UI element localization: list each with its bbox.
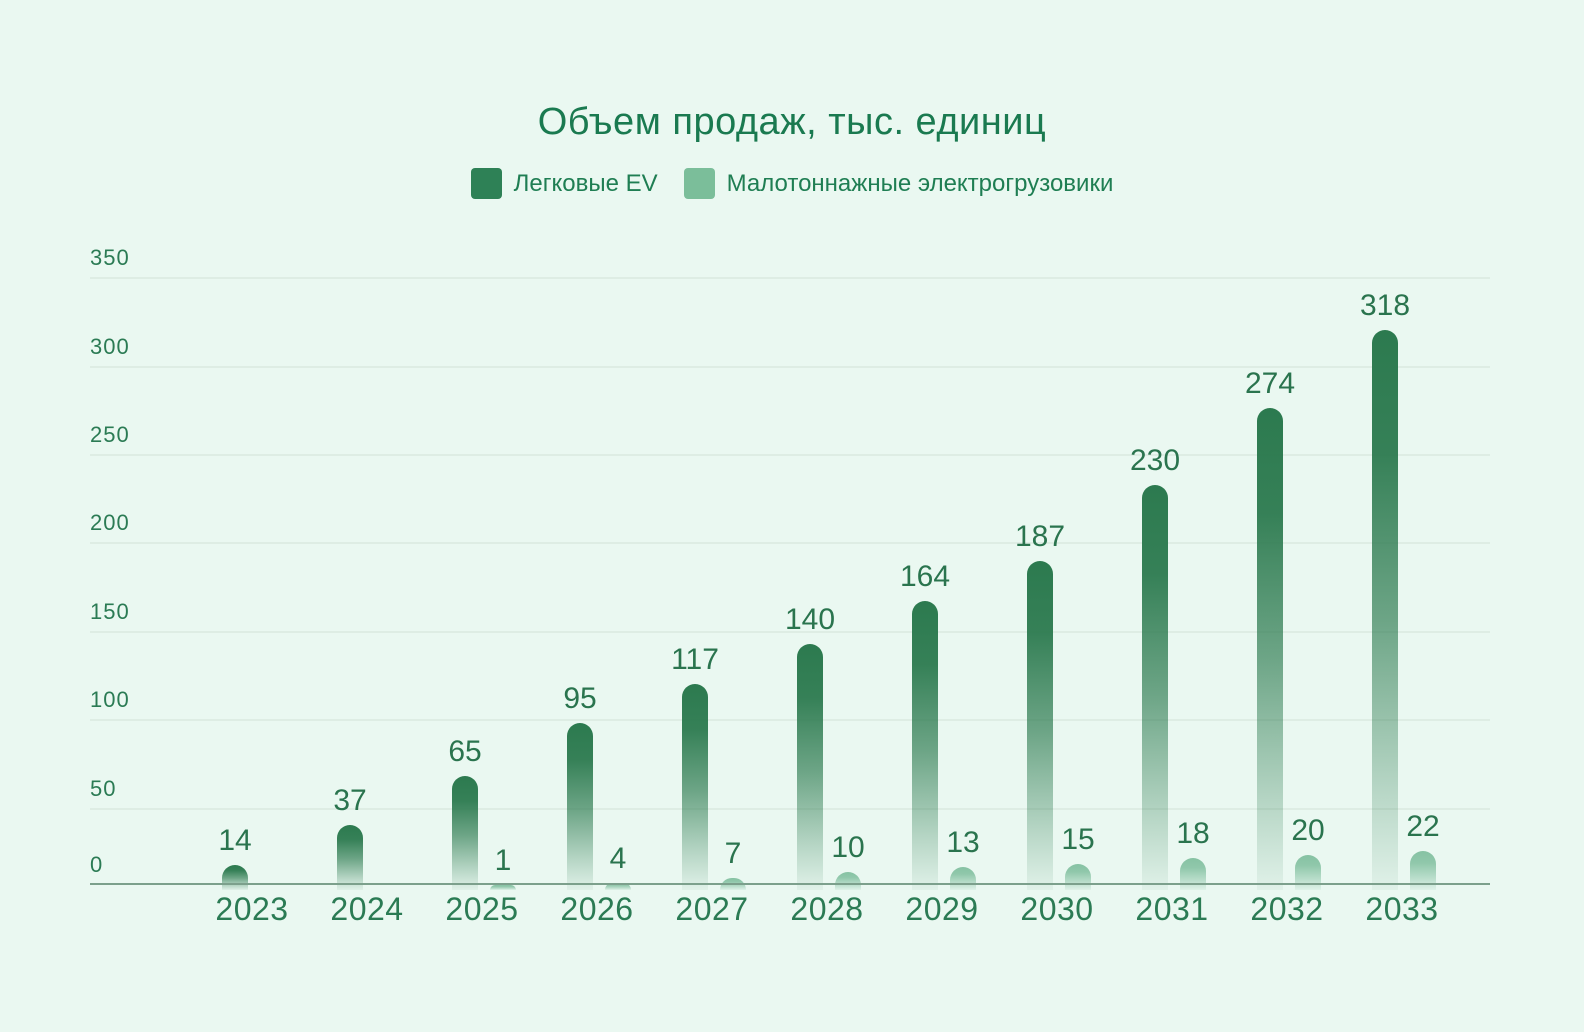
x-axis-label-2029: 2029: [905, 891, 979, 927]
value-label-series1-2032: 274: [1244, 366, 1296, 400]
x-axis-label-2024: 2024: [330, 891, 404, 927]
x-axis-label-2023: 2023: [215, 891, 289, 927]
legend-item-passenger-ev: Легковые EV: [470, 168, 658, 199]
y-axis-label-350: 350: [90, 245, 130, 271]
y-axis-label-250: 250: [90, 422, 130, 447]
bar-series2-2030: [1065, 863, 1091, 890]
bar-series2-2026: [605, 882, 631, 890]
legend-item-electric-trucks: Малотоннажные электрогрузовики: [683, 168, 1114, 199]
x-axis-line: [90, 883, 1490, 885]
gridline-150: [90, 630, 1490, 633]
value-label-series2-2027: 7: [724, 836, 742, 870]
value-label-series2-2032: 20: [1291, 813, 1325, 847]
gridline-200: [90, 542, 1490, 545]
value-label-series1-2024: 37: [333, 783, 367, 817]
bar-series2-2029: [950, 867, 976, 890]
bar-series1-2030: [1027, 560, 1053, 890]
legend-swatch-passenger-ev: [470, 168, 502, 199]
bar-series1-2027: [682, 684, 708, 890]
chart-legend: Легковые EV Малотоннажные электрогрузови…: [0, 168, 1584, 199]
y-axis-label-150: 150: [90, 598, 130, 624]
value-label-series1-2023: 14: [218, 824, 252, 858]
gridline-50: [90, 807, 1490, 810]
x-axis-label-2028: 2028: [790, 891, 864, 927]
value-label-series1-2026: 95: [563, 681, 597, 715]
y-axis-label-100: 100: [90, 687, 130, 713]
bar-series1-2033: [1372, 330, 1398, 890]
value-label-series2-2033: 22: [1406, 810, 1440, 844]
value-label-series1-2028: 140: [784, 602, 836, 636]
value-label-series1-2025: 65: [448, 734, 482, 768]
x-axis-label-2032: 2032: [1250, 891, 1324, 927]
bar-series1-2028: [797, 643, 823, 890]
bar-series1-2032: [1257, 407, 1283, 890]
value-label-series2-2030: 15: [1061, 822, 1095, 856]
y-axis-label-50: 50: [90, 775, 117, 801]
value-label-series1-2030: 187: [1014, 519, 1066, 553]
value-label-series1-2029: 164: [899, 560, 951, 594]
value-label-series2-2031: 18: [1176, 817, 1210, 851]
gridline-100: [90, 719, 1490, 722]
value-label-series1-2027: 117: [671, 643, 719, 677]
y-axis-label-300: 300: [90, 333, 130, 359]
value-label-series1-2033: 318: [1359, 289, 1411, 323]
bar-series1-2025: [452, 775, 478, 890]
x-axis-label-2030: 2030: [1020, 891, 1094, 927]
x-axis-label-2033: 2033: [1365, 891, 1439, 927]
bar-series1-2023: [222, 865, 248, 890]
bar-series1-2031: [1142, 485, 1168, 890]
bar-series2-2031: [1180, 858, 1206, 890]
gridline-350: [90, 277, 1490, 280]
bar-series1-2029: [912, 601, 938, 890]
value-label-series2-2026: 4: [609, 841, 627, 875]
legend-swatch-electric-trucks: [683, 168, 715, 199]
legend-label-passenger-ev: Легковые EV: [513, 170, 658, 197]
y-axis-label-0: 0: [90, 852, 104, 877]
gridline-300: [90, 365, 1490, 368]
value-label-series2-2028: 10: [831, 831, 865, 865]
legend-label-electric-trucks: Малотоннажные электрогрузовики: [726, 170, 1114, 197]
bar-series1-2026: [567, 722, 593, 890]
bar-series2-2028: [835, 872, 861, 890]
gridline-250: [90, 454, 1490, 456]
x-axis-label-2025: 2025: [445, 891, 519, 927]
bar-series2-2025: [490, 885, 516, 890]
value-label-series2-2029: 13: [946, 826, 980, 860]
bar-series1-2024: [337, 824, 363, 890]
value-label-series1-2031: 230: [1129, 444, 1181, 478]
y-axis-label-200: 200: [90, 510, 130, 536]
x-axis-label-2027: 2027: [675, 891, 749, 927]
chart-title: Объем продаж, тыс. единиц: [537, 101, 1047, 143]
value-label-series2-2025: 1: [494, 844, 512, 877]
x-axis-label-2031: 2031: [1135, 891, 1209, 927]
x-axis-label-2026: 2026: [560, 891, 634, 927]
